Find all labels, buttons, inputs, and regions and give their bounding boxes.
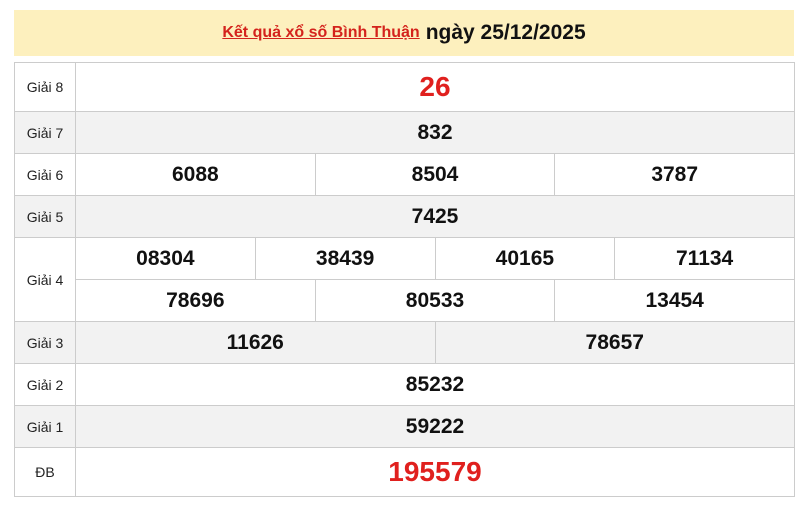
prize-label: Giải 2 (15, 364, 76, 405)
prize-label: Giải 3 (15, 322, 76, 363)
results-header: Kết quả xổ số Bình Thuận ngày 25/12/2025 (14, 10, 794, 56)
prize-row: Giải 8 26 (15, 63, 794, 112)
prize-row: Giải 4 08304 38439 40165 71134 78696 80533 1345… (15, 238, 794, 322)
prize-label: ĐB (15, 448, 76, 496)
prize-number: 40165 (434, 238, 615, 279)
prize-number: 8504 (314, 154, 555, 195)
results-title-link[interactable]: Kết quả xổ số Bình Thuận (222, 24, 420, 41)
results-table: Giải 8 26 Giải 7 832 Giải 6 6088 8504 3787 Giải … (14, 62, 795, 497)
prize-row: ĐB 195579 (15, 448, 794, 497)
prize-number: 7425 (411, 204, 459, 228)
prize-row: Giải 5 7425 (15, 196, 794, 238)
prize-number: 26 (419, 71, 451, 102)
prize-row: Giải 7 832 (15, 112, 794, 154)
prize-number: 85232 (405, 372, 465, 396)
prize-label: Giải 4 (15, 238, 76, 321)
prize-number: 195579 (388, 456, 482, 487)
prize-number: 6088 (171, 162, 219, 186)
draw-date: ngày 25/12/2025 (425, 21, 586, 44)
prize-label: Giải 5 (15, 196, 76, 237)
prize-row: Giải 1 59222 (15, 406, 794, 448)
prize-number: 3787 (554, 154, 794, 195)
prize-row: Giải 3 11626 78657 (15, 322, 794, 364)
prize-label: Giải 8 (15, 63, 76, 111)
prize-number: 78657 (434, 322, 795, 363)
prize-row: Giải 2 85232 (15, 364, 794, 406)
prize-number: 38439 (254, 238, 435, 279)
prize-number: 78696 (166, 288, 225, 312)
prize-number: 11626 (226, 330, 284, 354)
prize-number: 59222 (405, 414, 465, 438)
prize-number: 832 (417, 120, 453, 144)
prize-label: Giải 6 (15, 154, 76, 195)
prize-label: Giải 1 (15, 406, 76, 447)
prize-number: 71134 (614, 238, 794, 279)
prize-label: Giải 7 (15, 112, 76, 153)
prize-number: 08304 (136, 246, 195, 270)
prize-number: 13454 (554, 280, 794, 321)
prize-row: Giải 6 6088 8504 3787 (15, 154, 794, 196)
prize-number: 80533 (314, 280, 555, 321)
